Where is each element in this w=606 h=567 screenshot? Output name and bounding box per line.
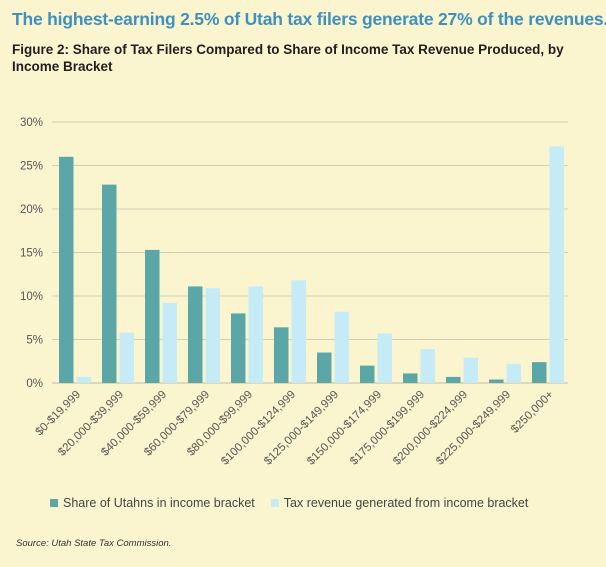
bar-share-filers (403, 373, 418, 383)
y-tick-label: 30% (20, 117, 43, 129)
legend-label-tax-revenue: Tax revenue generated from income bracke… (283, 496, 529, 510)
bar-tax-revenue (248, 286, 263, 383)
bar-tax-revenue (377, 333, 392, 383)
y-axis-tick-labels: 0% 5% 10% 15% 20% 25% 30% (20, 117, 43, 390)
bar-share-filers (59, 156, 74, 383)
x-axis-tick-labels: $0-$19,999$20,000-$39,999$40,000-$59,999… (33, 388, 556, 467)
bar-tax-revenue (420, 349, 435, 383)
bar-tax-revenue (549, 146, 564, 383)
legend-swatch-share-filers (50, 499, 58, 507)
headline: The highest-earning 2.5% of Utah tax fil… (12, 9, 606, 29)
x-tick-label: $250,000+ (509, 388, 556, 435)
bar-share-filers (360, 365, 375, 383)
x-tick-label: $150,000-$174,999 (305, 389, 384, 468)
bar-share-filers (188, 286, 203, 383)
y-tick-label: 5% (26, 335, 43, 347)
figure-title: Figure 2: Share of Tax Filers Compared t… (12, 42, 564, 74)
source-note: Source: Utah State Tax Commission. (16, 538, 172, 549)
bar-share-filers (446, 376, 461, 383)
x-tick-label: $175,000-$199,999 (348, 389, 427, 468)
bar-tax-revenue (506, 363, 521, 383)
bar-tax-revenue (162, 302, 177, 383)
bar-share-filers (231, 313, 246, 383)
bars (59, 146, 564, 383)
x-tick-label: $225,000-$249,999 (434, 389, 513, 468)
legend-swatch-tax-revenue (270, 499, 279, 507)
bar-share-filers (532, 362, 547, 383)
bar-tax-revenue (463, 357, 478, 383)
bar-tax-revenue (205, 288, 220, 383)
y-tick-label: 20% (20, 204, 43, 216)
legend-item-tax-revenue: Tax revenue generated from income bracke… (270, 496, 529, 510)
y-tick-label: 15% (20, 248, 43, 260)
bar-tax-revenue (291, 280, 306, 383)
legend: Share of Utahns in income bracket Tax re… (50, 496, 544, 510)
x-tick-label: $100,000-$124,999 (219, 389, 298, 468)
bar-share-filers (317, 352, 332, 383)
legend-item-share-filers: Share of Utahns in income bracket (50, 496, 255, 510)
bar-tax-revenue (334, 311, 349, 383)
bar-share-filers (145, 249, 160, 383)
bar-tax-revenue (76, 376, 91, 383)
bar-tax-revenue (119, 332, 134, 383)
legend-label-share-filers: Share of Utahns in income bracket (63, 496, 255, 510)
gridlines (52, 121, 568, 384)
x-tick-label: $125,000-$149,999 (262, 389, 341, 468)
y-tick-label: 25% (20, 161, 43, 173)
bar-share-filers (489, 379, 504, 383)
bar-share-filers (274, 327, 289, 383)
y-tick-label: 10% (20, 291, 43, 303)
y-tick-label: 0% (26, 378, 43, 390)
x-tick-label: $200,000-$224,999 (391, 389, 470, 468)
bar-share-filers (102, 184, 117, 383)
